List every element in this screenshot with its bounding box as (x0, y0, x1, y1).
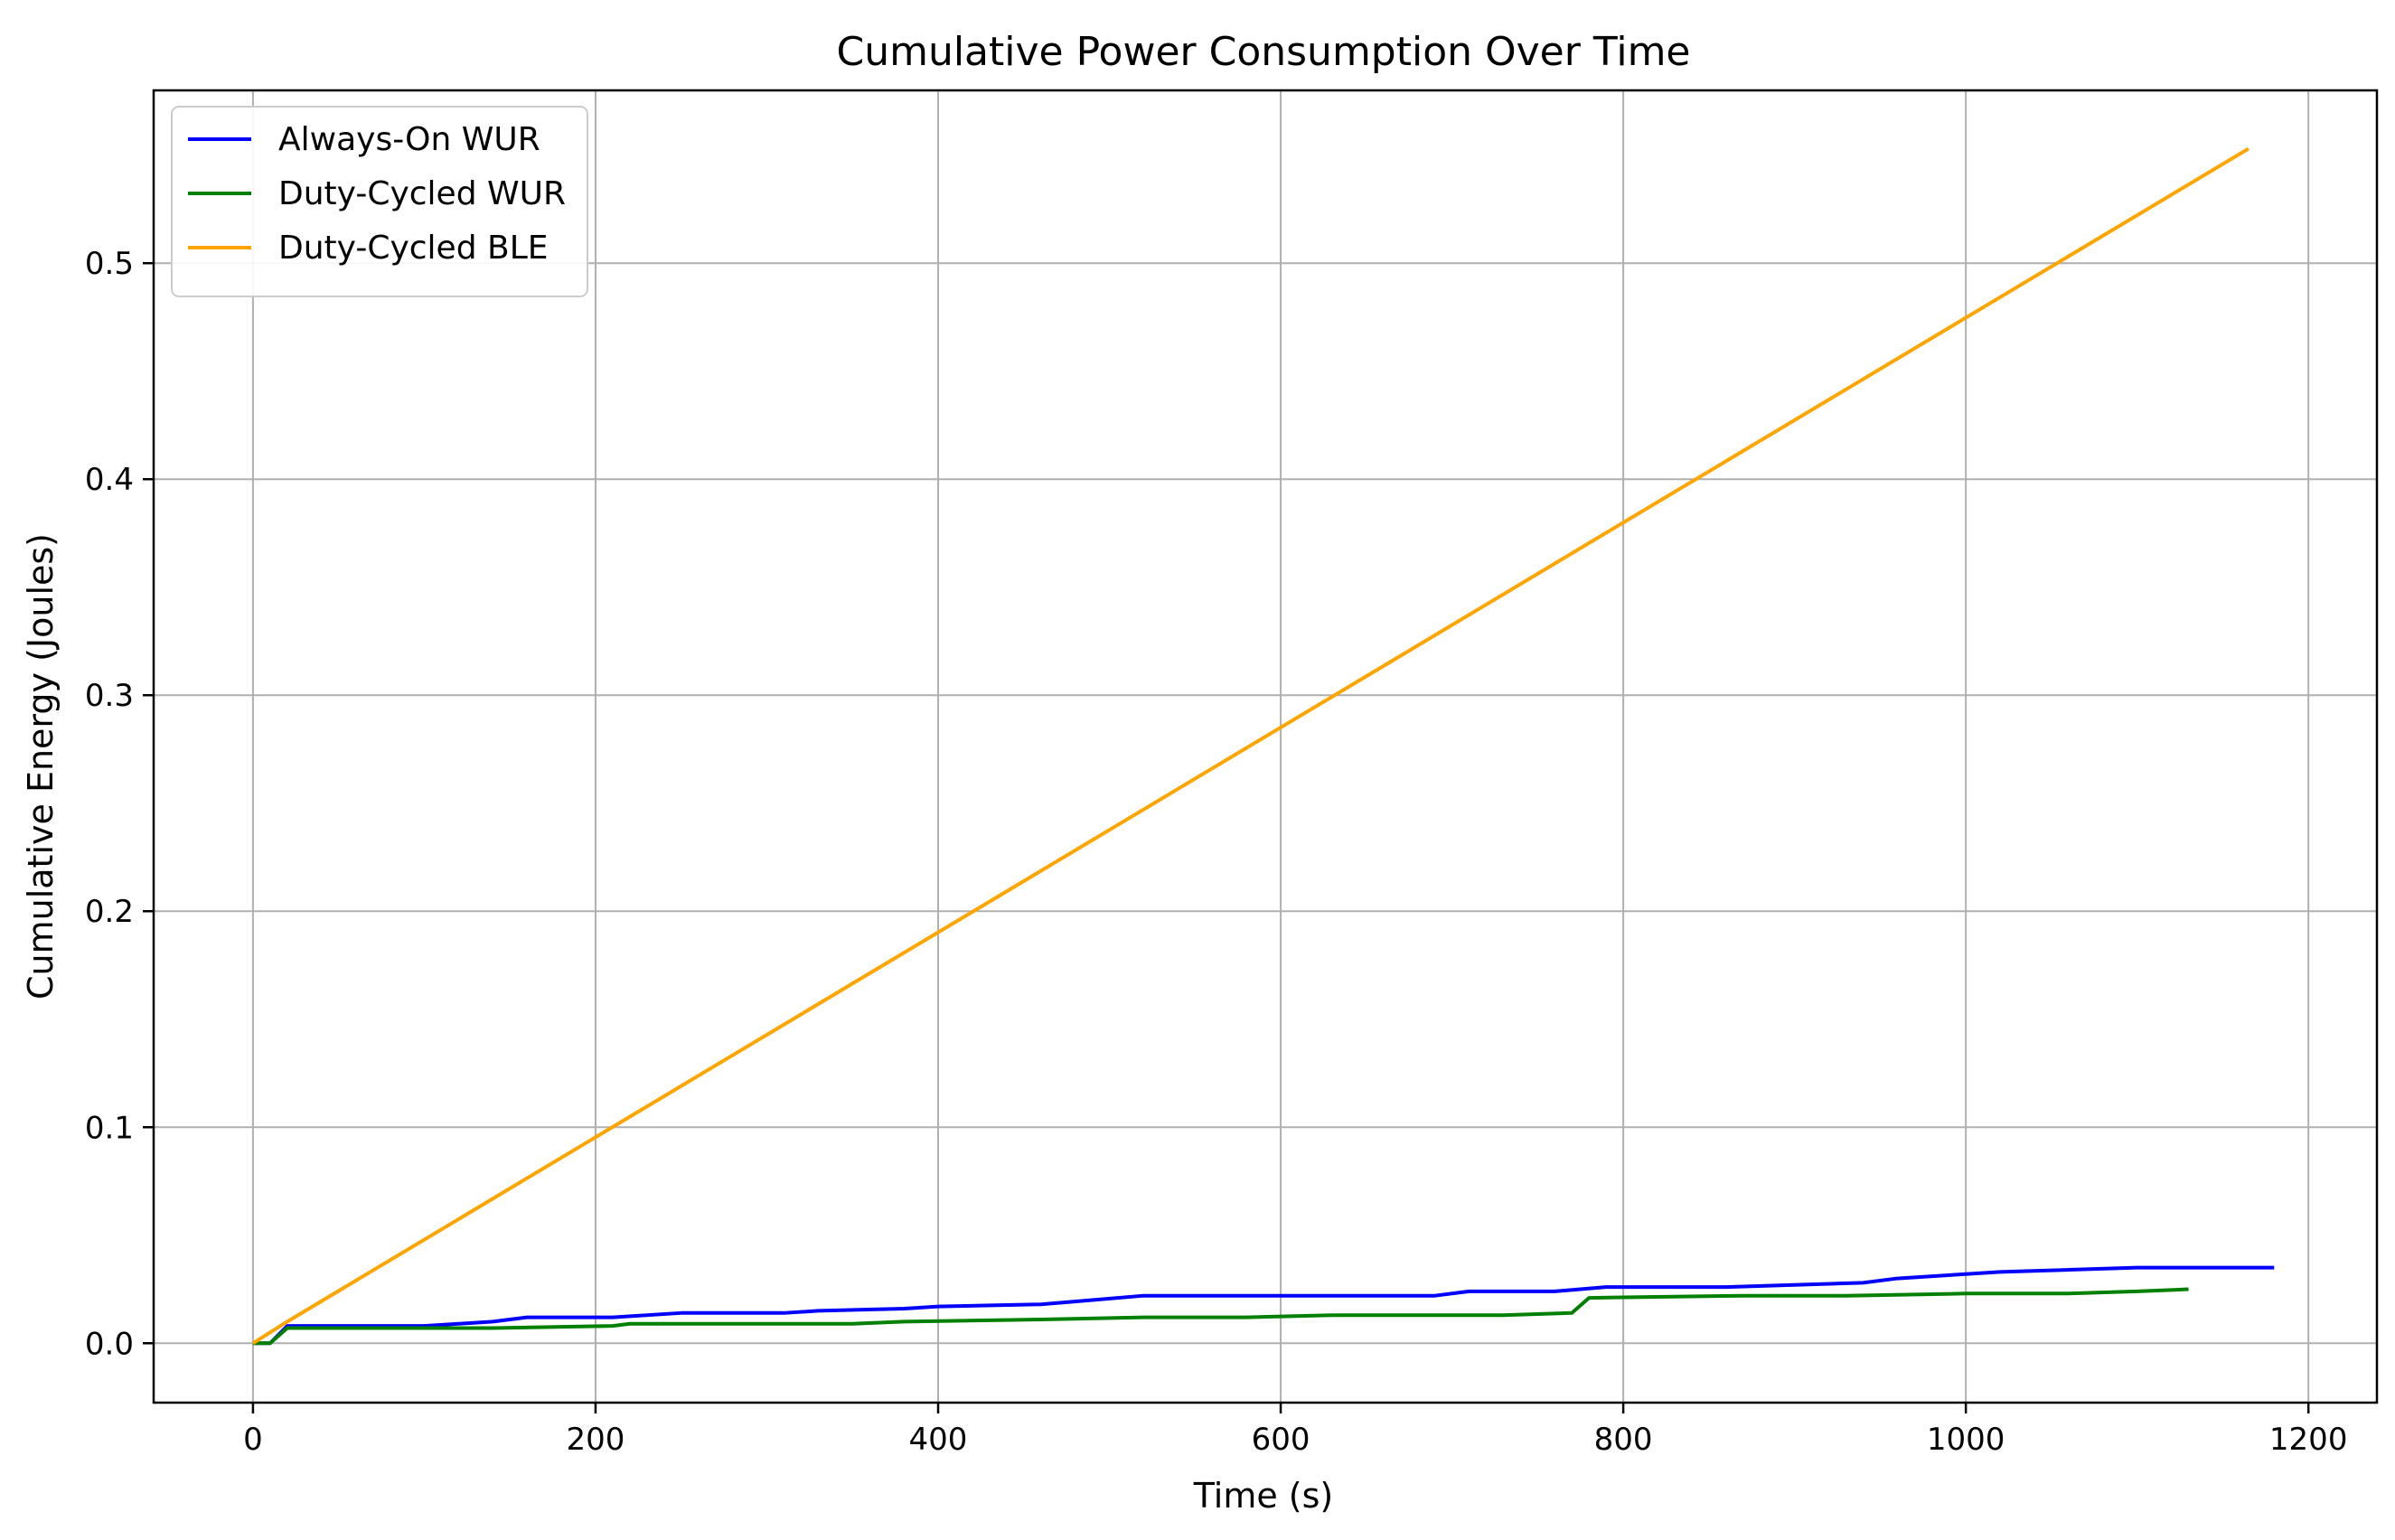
y-axis-title: Cumulative Energy (Joules) (21, 533, 61, 1000)
y-tick-label: 0.2 (85, 894, 134, 930)
y-tick-label: 0.3 (85, 678, 134, 714)
series-line-duty-cycled-wur (252, 1287, 2189, 1346)
ticks: 0 200 400 600 800 1000 1200 0.0 0.1 0.2 0.3 0.4 0.5 (85, 246, 2348, 1458)
x-tick-label: 400 (909, 1422, 968, 1458)
axes (152, 89, 2379, 1404)
series-line-always-on-wur (252, 1265, 2275, 1346)
x-axis-title: Time (s) (1193, 1476, 1334, 1516)
legend-label: Duty-Cycled WUR (278, 175, 566, 212)
x-tick-label: 800 (1594, 1422, 1653, 1458)
legend-label: Duty-Cycled BLE (278, 230, 549, 267)
plot-frame (152, 89, 2379, 1404)
x-tick-label: 1200 (2269, 1422, 2348, 1458)
series-line-duty-cycled-ble (251, 146, 2249, 1345)
y-tick-label: 0.5 (85, 246, 134, 282)
grid-lines (154, 90, 2377, 1403)
series-lines (251, 146, 2275, 1346)
x-tick-label: 1000 (1927, 1422, 2005, 1458)
legend-label: Always-On WUR (278, 121, 540, 158)
legend: Always-On WUR Duty-Cycled WUR Duty-Cycled … (171, 106, 588, 297)
y-tick-label: 0.4 (85, 462, 134, 498)
x-tick-label: 600 (1252, 1422, 1310, 1458)
x-tick-label: 200 (567, 1422, 625, 1458)
legend-box (171, 106, 588, 297)
chart-title: Cumulative Power Consumption Over Time (836, 29, 1690, 75)
x-tick-label: 0 (243, 1422, 263, 1458)
y-tick-label: 0.0 (85, 1326, 134, 1362)
y-tick-label: 0.1 (85, 1110, 134, 1146)
